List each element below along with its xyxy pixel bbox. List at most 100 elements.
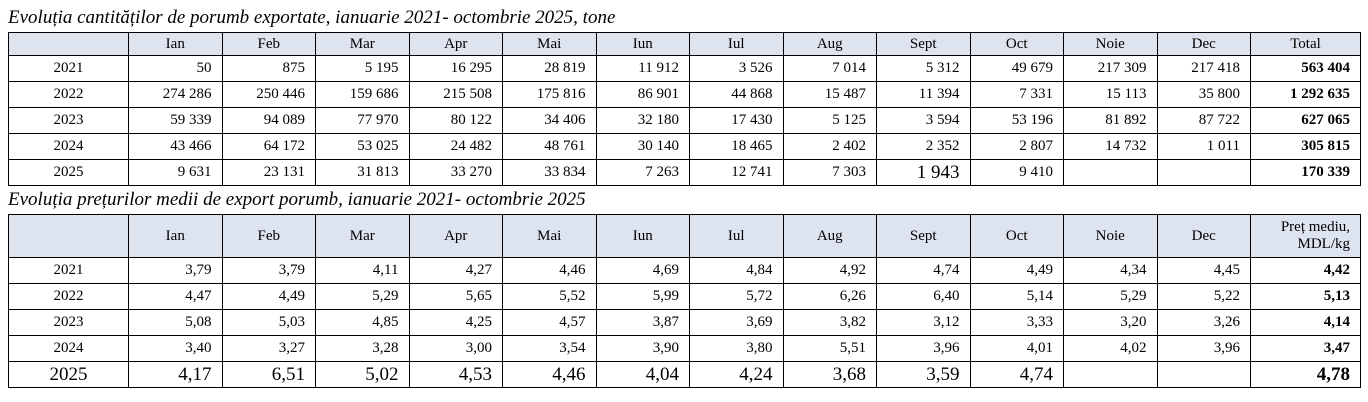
value-cell: 33 270	[408, 159, 503, 186]
value-cell: 15 113	[1063, 81, 1158, 108]
value-cell: 94 089	[221, 107, 316, 134]
value-cell: 4,17	[128, 361, 223, 388]
value-cell: 4,84	[689, 257, 784, 284]
value-cell: 5,72	[689, 283, 784, 310]
value-cell: 34 406	[502, 107, 597, 134]
value-cell: 4,46	[502, 257, 597, 284]
value-cell: 5,29	[1063, 283, 1158, 310]
value-cell: 2 352	[876, 133, 971, 160]
value-cell: 4,69	[595, 257, 690, 284]
header-cell: Feb	[221, 214, 316, 258]
table-title: Evoluția cantităților de porumb exportat…	[8, 7, 616, 28]
value-cell: 5,29	[315, 283, 410, 310]
value-cell: 215 508	[408, 81, 503, 108]
header-row: Ian Feb Mar Apr Mai Iun Iul Aug Sept Oct Noie Dec Pr…	[8, 214, 1361, 258]
total-cell: 4,14	[1250, 309, 1361, 336]
value-cell: 81 892	[1063, 107, 1158, 134]
value-cell: 3,12	[876, 309, 971, 336]
value-cell: 3,80	[689, 335, 784, 362]
value-cell: 2 402	[782, 133, 877, 160]
value-cell	[1063, 159, 1158, 186]
value-cell: 33 834	[502, 159, 597, 186]
value-cell: 4,24	[689, 361, 784, 388]
value-cell: 3 526	[689, 55, 784, 82]
value-cell: 11 912	[595, 55, 690, 82]
header-cell: Aug	[782, 214, 877, 258]
table-row: 2024 3,40 3,27 3,28 3,00 3,54 3,90 3,80 5,51 3,96…	[8, 335, 1361, 362]
value-cell: 3,87	[595, 309, 690, 336]
table-row: 2022 274 286 250 446 159 686 215 508 175 816 8…	[8, 81, 1361, 108]
value-cell: 31 813	[315, 159, 410, 186]
value-cell: 3,69	[689, 309, 784, 336]
value-cell: 11 394	[876, 81, 971, 108]
row-label: 2023	[8, 309, 129, 336]
value-cell: 3,54	[502, 335, 597, 362]
total-cell: 563 404	[1250, 55, 1361, 82]
total-cell: 5,13	[1250, 283, 1361, 310]
value-cell: 9 410	[969, 159, 1064, 186]
row-label: 2022	[8, 283, 129, 310]
value-cell: 5,22	[1156, 283, 1251, 310]
value-cell: 4,27	[408, 257, 503, 284]
header-cell: Apr	[408, 214, 503, 258]
value-cell: 5 125	[782, 107, 877, 134]
header-cell: Oct	[969, 214, 1064, 258]
table-row: 2021 3,79 3,79 4,11 4,27 4,46 4,69 4,84 4,92 4,74…	[8, 257, 1361, 284]
header-cell: Dec	[1156, 214, 1251, 258]
value-cell: 5,02	[315, 361, 410, 388]
value-cell: 86 901	[595, 81, 690, 108]
header-cell: Mar	[315, 214, 410, 258]
value-cell: 7 331	[969, 81, 1064, 108]
total-cell: 627 065	[1250, 107, 1361, 134]
row-label: 2024	[8, 133, 129, 160]
table-row: 2023 5,08 5,03 4,85 4,25 4,57 3,87 3,69 3,82 3,12…	[8, 309, 1361, 336]
value-cell: 875	[221, 55, 316, 82]
table-row: 2022 4,47 4,49 5,29 5,65 5,52 5,99 5,72 6,26 6,40…	[8, 283, 1361, 310]
data-table: Ian Feb Mar Apr Mai Iun Iul Aug Sept Oct Noie Dec Pr…	[8, 214, 1361, 388]
value-cell: 35 800	[1156, 81, 1251, 108]
table-row: 2021 50 875 5 195 16 295 28 819 11 912 3 526 7 0…	[8, 55, 1361, 82]
value-cell: 18 465	[689, 133, 784, 160]
value-cell: 3,00	[408, 335, 503, 362]
value-cell: 4,53	[408, 361, 503, 388]
value-cell: 24 482	[408, 133, 503, 160]
row-label: 2024	[8, 335, 129, 362]
value-cell: 5,52	[502, 283, 597, 310]
value-cell: 43 466	[128, 133, 223, 160]
value-cell: 80 122	[408, 107, 503, 134]
value-cell: 15 487	[782, 81, 877, 108]
header-cell: Iun	[595, 214, 690, 258]
value-cell: 4,57	[502, 309, 597, 336]
value-cell: 3,28	[315, 335, 410, 362]
value-cell: 4,74	[876, 257, 971, 284]
header-cell: Oct	[969, 32, 1064, 56]
header-cell: Mai	[502, 32, 597, 56]
value-cell	[1156, 361, 1251, 388]
header-cell: Feb	[221, 32, 316, 56]
table-row: 2025 9 631 23 131 31 813 33 270 33 834 7 263 12…	[8, 159, 1361, 186]
value-cell: 3,27	[221, 335, 316, 362]
value-cell: 7 014	[782, 55, 877, 82]
value-cell: 5 312	[876, 55, 971, 82]
value-cell: 217 309	[1063, 55, 1158, 82]
value-cell: 5 195	[315, 55, 410, 82]
header-cell	[8, 214, 129, 258]
value-cell: 1 943	[876, 159, 971, 186]
value-cell: 48 761	[502, 133, 597, 160]
value-cell: 87 722	[1156, 107, 1251, 134]
value-cell: 1 011	[1156, 133, 1251, 160]
header-cell: Dec	[1156, 32, 1251, 56]
total-cell: 1 292 635	[1250, 81, 1361, 108]
value-cell: 4,45	[1156, 257, 1251, 284]
value-cell: 3,40	[128, 335, 223, 362]
value-cell: 4,34	[1063, 257, 1158, 284]
value-cell: 4,49	[969, 257, 1064, 284]
value-cell: 23 131	[221, 159, 316, 186]
value-cell: 3,90	[595, 335, 690, 362]
value-cell: 44 868	[689, 81, 784, 108]
total-cell: 170 339	[1250, 159, 1361, 186]
header-cell: Aug	[782, 32, 877, 56]
header-cell: Total	[1250, 32, 1361, 56]
value-cell: 59 339	[128, 107, 223, 134]
